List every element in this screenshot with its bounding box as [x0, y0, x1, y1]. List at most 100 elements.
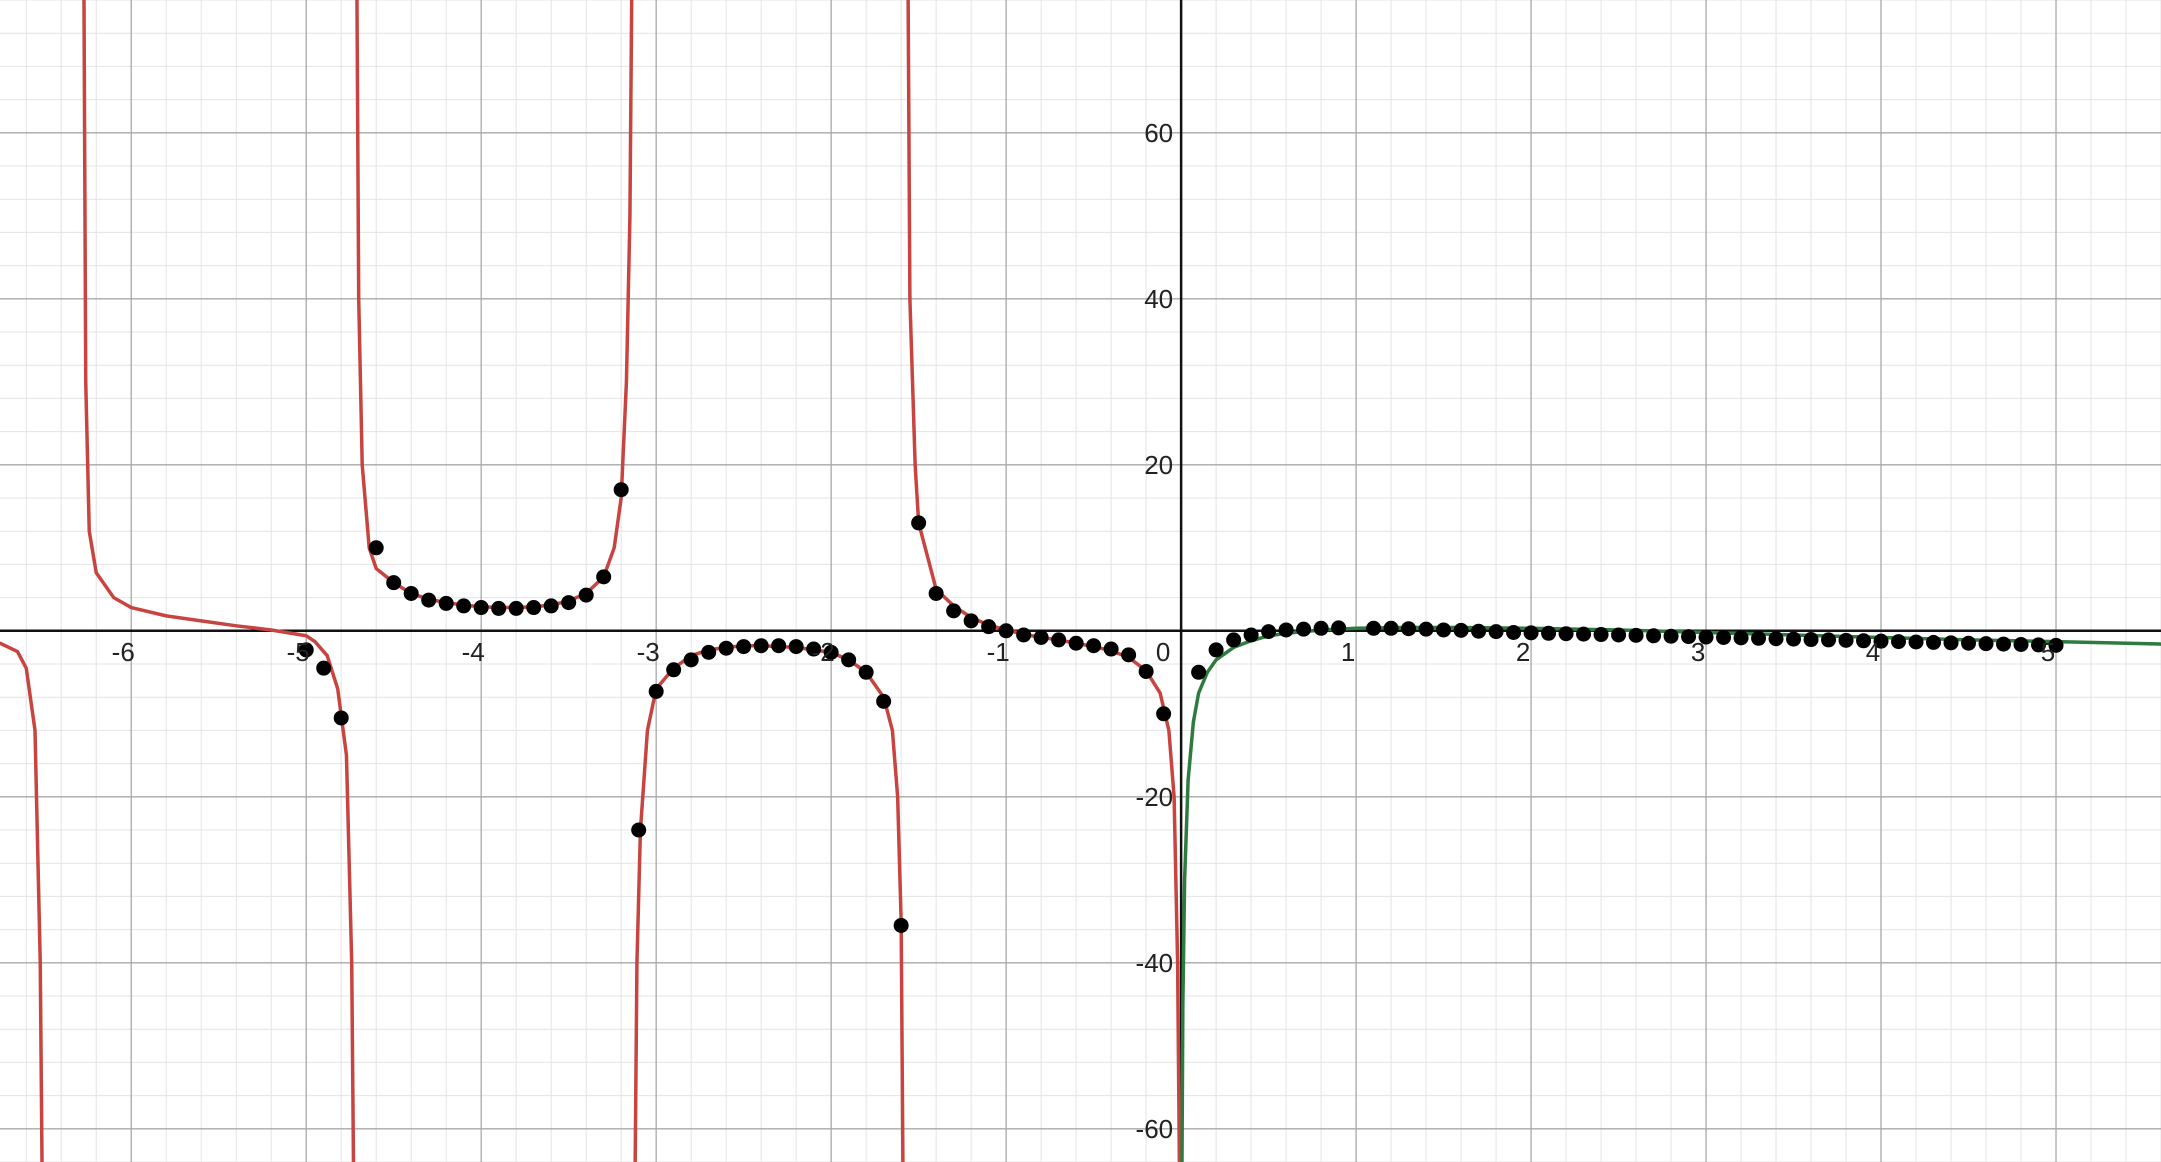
scatter-point-8 — [456, 598, 472, 614]
scatter-point-92 — [1961, 635, 1977, 651]
scatter-point-52 — [1243, 627, 1259, 643]
scatter-point-24 — [736, 639, 752, 655]
scatter-point-66 — [1506, 624, 1522, 640]
scatter-point-60 — [1401, 621, 1417, 637]
y-tick-label: -20 — [1136, 782, 1174, 812]
scatter-point-58 — [1366, 620, 1382, 636]
scatter-point-51 — [1226, 632, 1242, 648]
scatter-point-41 — [1033, 629, 1049, 645]
scatter-point-19 — [648, 683, 664, 699]
scatter-point-53 — [1261, 624, 1277, 640]
scatter-point-56 — [1313, 620, 1329, 636]
scatter-point-6 — [421, 592, 437, 608]
scatter-point-20 — [666, 662, 682, 678]
x-tick-label: 5 — [2041, 637, 2055, 667]
scatter-point-97 — [2048, 637, 2064, 653]
x-tick-label: -3 — [637, 637, 660, 667]
scatter-point-33 — [893, 917, 909, 933]
scatter-point-46 — [1121, 647, 1137, 663]
y-tick-label: 20 — [1144, 450, 1173, 480]
scatter-point-5 — [403, 585, 419, 601]
scatter-point-43 — [1068, 635, 1084, 651]
scatter-point-44 — [1086, 638, 1102, 654]
scatter-point-38 — [981, 619, 997, 635]
scatter-point-54 — [1278, 622, 1294, 638]
scatter-point-47 — [1138, 663, 1154, 679]
scatter-point-93 — [1978, 636, 1994, 652]
y-tick-label: -60 — [1136, 1114, 1174, 1144]
x-tick-label: 3 — [1691, 637, 1705, 667]
scatter-point-87 — [1873, 633, 1889, 649]
y-tick-label: 40 — [1144, 284, 1173, 314]
scatter-point-42 — [1051, 632, 1067, 648]
x-tick-label: -6 — [112, 637, 135, 667]
scatter-point-23 — [718, 640, 734, 656]
scatter-point-96 — [2031, 637, 2047, 653]
scatter-point-84 — [1821, 632, 1837, 648]
scatter-point-10 — [491, 600, 507, 616]
scatter-point-55 — [1296, 621, 1312, 637]
scatter-point-69 — [1558, 626, 1574, 642]
series-line-0-segment-3 — [633, 643, 905, 1162]
scatter-point-73 — [1628, 627, 1644, 643]
scatter-point-61 — [1418, 621, 1434, 637]
scatter-point-12 — [526, 600, 542, 616]
scatter-point-32 — [876, 693, 892, 709]
scatter-point-95 — [2013, 637, 2029, 652]
scatter-point-18 — [631, 822, 647, 838]
scatter-point-86 — [1856, 633, 1872, 649]
scatter-point-11 — [508, 600, 524, 616]
scatter-point-48 — [1156, 706, 1172, 722]
scatter-point-36 — [946, 603, 962, 619]
series-line-0-segment-4 — [906, 0, 1182, 1162]
scatter-point-16 — [596, 569, 612, 585]
scatter-point-85 — [1838, 632, 1854, 648]
scatter-point-64 — [1471, 623, 1487, 639]
scatter-point-82 — [1786, 631, 1802, 647]
scatter-point-74 — [1646, 628, 1662, 644]
scatter-point-7 — [438, 595, 454, 611]
scatter-point-22 — [701, 644, 717, 660]
y-tick-label: -40 — [1136, 948, 1174, 978]
scatter-point-13 — [543, 598, 559, 614]
scatter-point-70 — [1576, 626, 1592, 642]
scatter-point-71 — [1593, 627, 1609, 643]
series-line-0-segment-2 — [355, 0, 634, 610]
scatter-point-81 — [1768, 631, 1784, 647]
scatter-point-94 — [1996, 636, 2012, 652]
scatter-point-1 — [316, 660, 332, 676]
y-tick-label: 60 — [1144, 118, 1173, 148]
x-tick-label: -2 — [812, 637, 835, 667]
scatter-point-3 — [368, 540, 384, 556]
scatter-point-76 — [1681, 629, 1697, 645]
scatter-point-80 — [1751, 630, 1767, 646]
scatter-point-91 — [1943, 635, 1959, 651]
scatter-point-68 — [1541, 625, 1557, 641]
scatter-point-72 — [1611, 627, 1627, 643]
scatter-point-17 — [613, 482, 629, 498]
x-tick-label: -5 — [287, 637, 310, 667]
scatter-point-15 — [578, 587, 594, 603]
scatter-point-65 — [1488, 624, 1504, 640]
x-tick-label: 1 — [1341, 637, 1355, 667]
scatter-point-14 — [561, 595, 577, 611]
scatter-point-37 — [963, 613, 979, 629]
x-tick-label: -1 — [987, 637, 1010, 667]
tick-labels: -6 -5 -4 -3 -2 -1 0 1 2 3 4 5 -60 -40 -20 20 40 60 — [112, 118, 2056, 1144]
scatter-point-4 — [386, 575, 402, 591]
scatter-point-35 — [928, 585, 944, 601]
scatter-point-31 — [858, 664, 874, 680]
scatter-point-63 — [1453, 622, 1469, 638]
scatter-points — [298, 482, 2064, 933]
x-tick-label: -4 — [462, 637, 485, 667]
scatter-point-30 — [841, 652, 857, 668]
scatter-point-49 — [1191, 664, 1207, 680]
scatter-point-27 — [788, 639, 804, 655]
scatter-point-75 — [1663, 628, 1679, 644]
scatter-point-26 — [771, 638, 787, 654]
